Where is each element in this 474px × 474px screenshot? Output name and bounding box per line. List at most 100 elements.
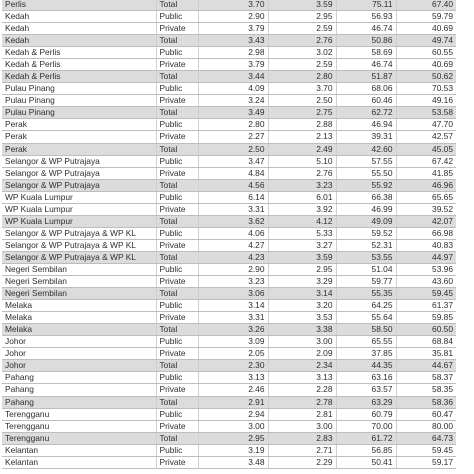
cell-value-2: 2.95 [268,10,337,24]
cell-value-4: 49.16 [396,94,456,108]
cell-state: Kedah [2,22,157,36]
cell-value-2: 3.59 [268,251,337,264]
cell-state: Pahang [2,371,157,385]
cell-ownership: Private [156,58,199,72]
cell-value-2: 2.81 [268,408,337,421]
cell-value-4: 49.74 [396,34,456,48]
cell-value-4: 42.57 [396,130,456,144]
cell-value-2: 3.20 [268,299,337,313]
cell-value-1: 2.98 [198,46,269,60]
cell-value-4: 67.42 [396,155,456,168]
cell-ownership: Private [156,22,199,36]
cell-ownership: Private [156,456,199,469]
cell-value-1: 2.80 [198,118,269,132]
table-row: Kedah & Perlis Private 3.79 2.59 46.74 40.69 [2,58,456,72]
table-row: Selangor & WP Putrajaya Private 4.84 2.76 55… [2,167,456,180]
cell-value-3: 58.50 [336,323,397,337]
table-row: Johor Private 2.05 2.09 37.85 35.81 [2,347,456,361]
cell-state: WP Kuala Lumpur [2,191,157,204]
cell-value-4: 50.62 [396,70,456,84]
cell-state: Pulau Pinang [2,94,157,108]
cell-value-3: 53.55 [336,251,397,264]
cell-value-3: 51.87 [336,70,397,84]
table-row: Selangor & WP Putrajaya Public 3.47 5.10 57.… [2,155,456,168]
table-row: Perak Public 2.80 2.88 46.94 47.70 [2,118,456,132]
cell-ownership: Private [156,130,199,144]
cell-state: Kedah [2,34,157,48]
cell-value-3: 49.09 [336,215,397,228]
table-row: Johor Public 3.09 3.00 65.55 68.84 [2,335,456,349]
cell-state: WP Kuala Lumpur [2,215,157,228]
cell-value-1: 4.06 [198,227,269,240]
cell-value-4: 58.37 [396,371,456,385]
cell-value-4: 44.67 [396,359,456,373]
cell-ownership: Total [156,34,199,48]
cell-state: Terengganu [2,420,157,433]
cell-value-4: 64.73 [396,432,456,445]
cell-value-3: 66.38 [336,191,397,204]
cell-value-2: 2.29 [268,456,337,469]
cell-value-1: 2.05 [198,347,269,361]
table-row: WP Kuala Lumpur Private 3.31 3.92 46.99 39.52 [2,203,456,216]
cell-value-2: 2.88 [268,118,337,132]
cell-value-3: 68.06 [336,82,397,96]
cell-value-1: 2.90 [198,263,269,277]
cell-value-1: 2.90 [198,10,269,24]
cell-value-3: 46.74 [336,22,397,36]
cell-value-4: 60.47 [396,408,456,421]
cell-value-1: 3.26 [198,323,269,337]
cell-ownership: Public [156,46,199,60]
table-row-total: Selangor & WP Putrajaya Total 4.56 3.23 55.9… [2,179,456,192]
cell-state: Melaka [2,311,157,325]
cell-ownership: Private [156,167,199,180]
table-row: Pulau Pinang Public 4.09 3.70 68.06 70.53 [2,82,456,96]
cell-ownership: Public [156,10,199,24]
cell-value-4: 40.69 [396,58,456,72]
cell-ownership: Public [156,191,199,204]
table-row: Terengganu Private 3.00 3.00 70.00 80.00 [2,420,456,433]
table-row-total: Kedah Total 3.43 2.76 50.86 49.74 [2,34,456,48]
cell-value-4: 58.36 [396,396,456,409]
cell-value-4: 59.79 [396,10,456,24]
cell-value-2: 3.27 [268,239,337,252]
cell-ownership: Public [156,82,199,96]
cell-value-3: 51.04 [336,263,397,277]
cell-value-1: 3.06 [198,287,269,301]
cell-state: Perak [2,143,157,156]
cell-value-2: 3.53 [268,311,337,325]
cell-ownership: Private [156,203,199,216]
table-row-total: Melaka Total 3.26 3.38 58.50 60.50 [2,323,456,337]
cell-value-3: 46.94 [336,118,397,132]
cell-value-2: 3.13 [268,371,337,385]
cell-value-2: 2.09 [268,347,337,361]
cell-ownership: Total [156,251,199,264]
cell-value-3: 56.85 [336,444,397,457]
cell-value-1: 3.00 [198,420,269,433]
table-row: Kedah & Perlis Public 2.98 3.02 58.69 60.55 [2,46,456,60]
cell-state: Kedah & Perlis [2,70,157,84]
cell-value-1: 2.30 [198,359,269,373]
table-row: Negeri Sembilan Private 3.23 3.29 59.77 43.60 [2,275,456,289]
table-row-total: Johor Total 2.30 2.34 44.35 44.67 [2,359,456,373]
table-row: Selangor & WP Putrajaya & WP KL Private 4.… [2,239,456,252]
cell-value-2: 2.59 [268,58,337,72]
cell-value-4: 42.07 [396,215,456,228]
cell-value-3: 50.86 [336,34,397,48]
cell-value-4: 66.98 [396,227,456,240]
cell-value-1: 2.50 [198,143,269,156]
cell-ownership: Private [156,420,199,433]
cell-value-3: 37.85 [336,347,397,361]
table-row: Terengganu Public 2.94 2.81 60.79 60.47 [2,408,456,421]
cell-ownership: Private [156,239,199,252]
cell-value-2: 4.12 [268,215,337,228]
cell-value-3: 63.16 [336,371,397,385]
cell-value-2: 3.29 [268,275,337,289]
cell-state: Kedah & Perlis [2,46,157,60]
cell-value-2: 3.00 [268,420,337,433]
cell-value-2: 2.80 [268,70,337,84]
cell-value-4: 70.53 [396,82,456,96]
cell-value-3: 39.31 [336,130,397,144]
cell-state: Johor [2,335,157,349]
cell-value-4: 61.37 [396,299,456,313]
cell-state: Selangor & WP Putrajaya & WP KL [2,227,157,240]
